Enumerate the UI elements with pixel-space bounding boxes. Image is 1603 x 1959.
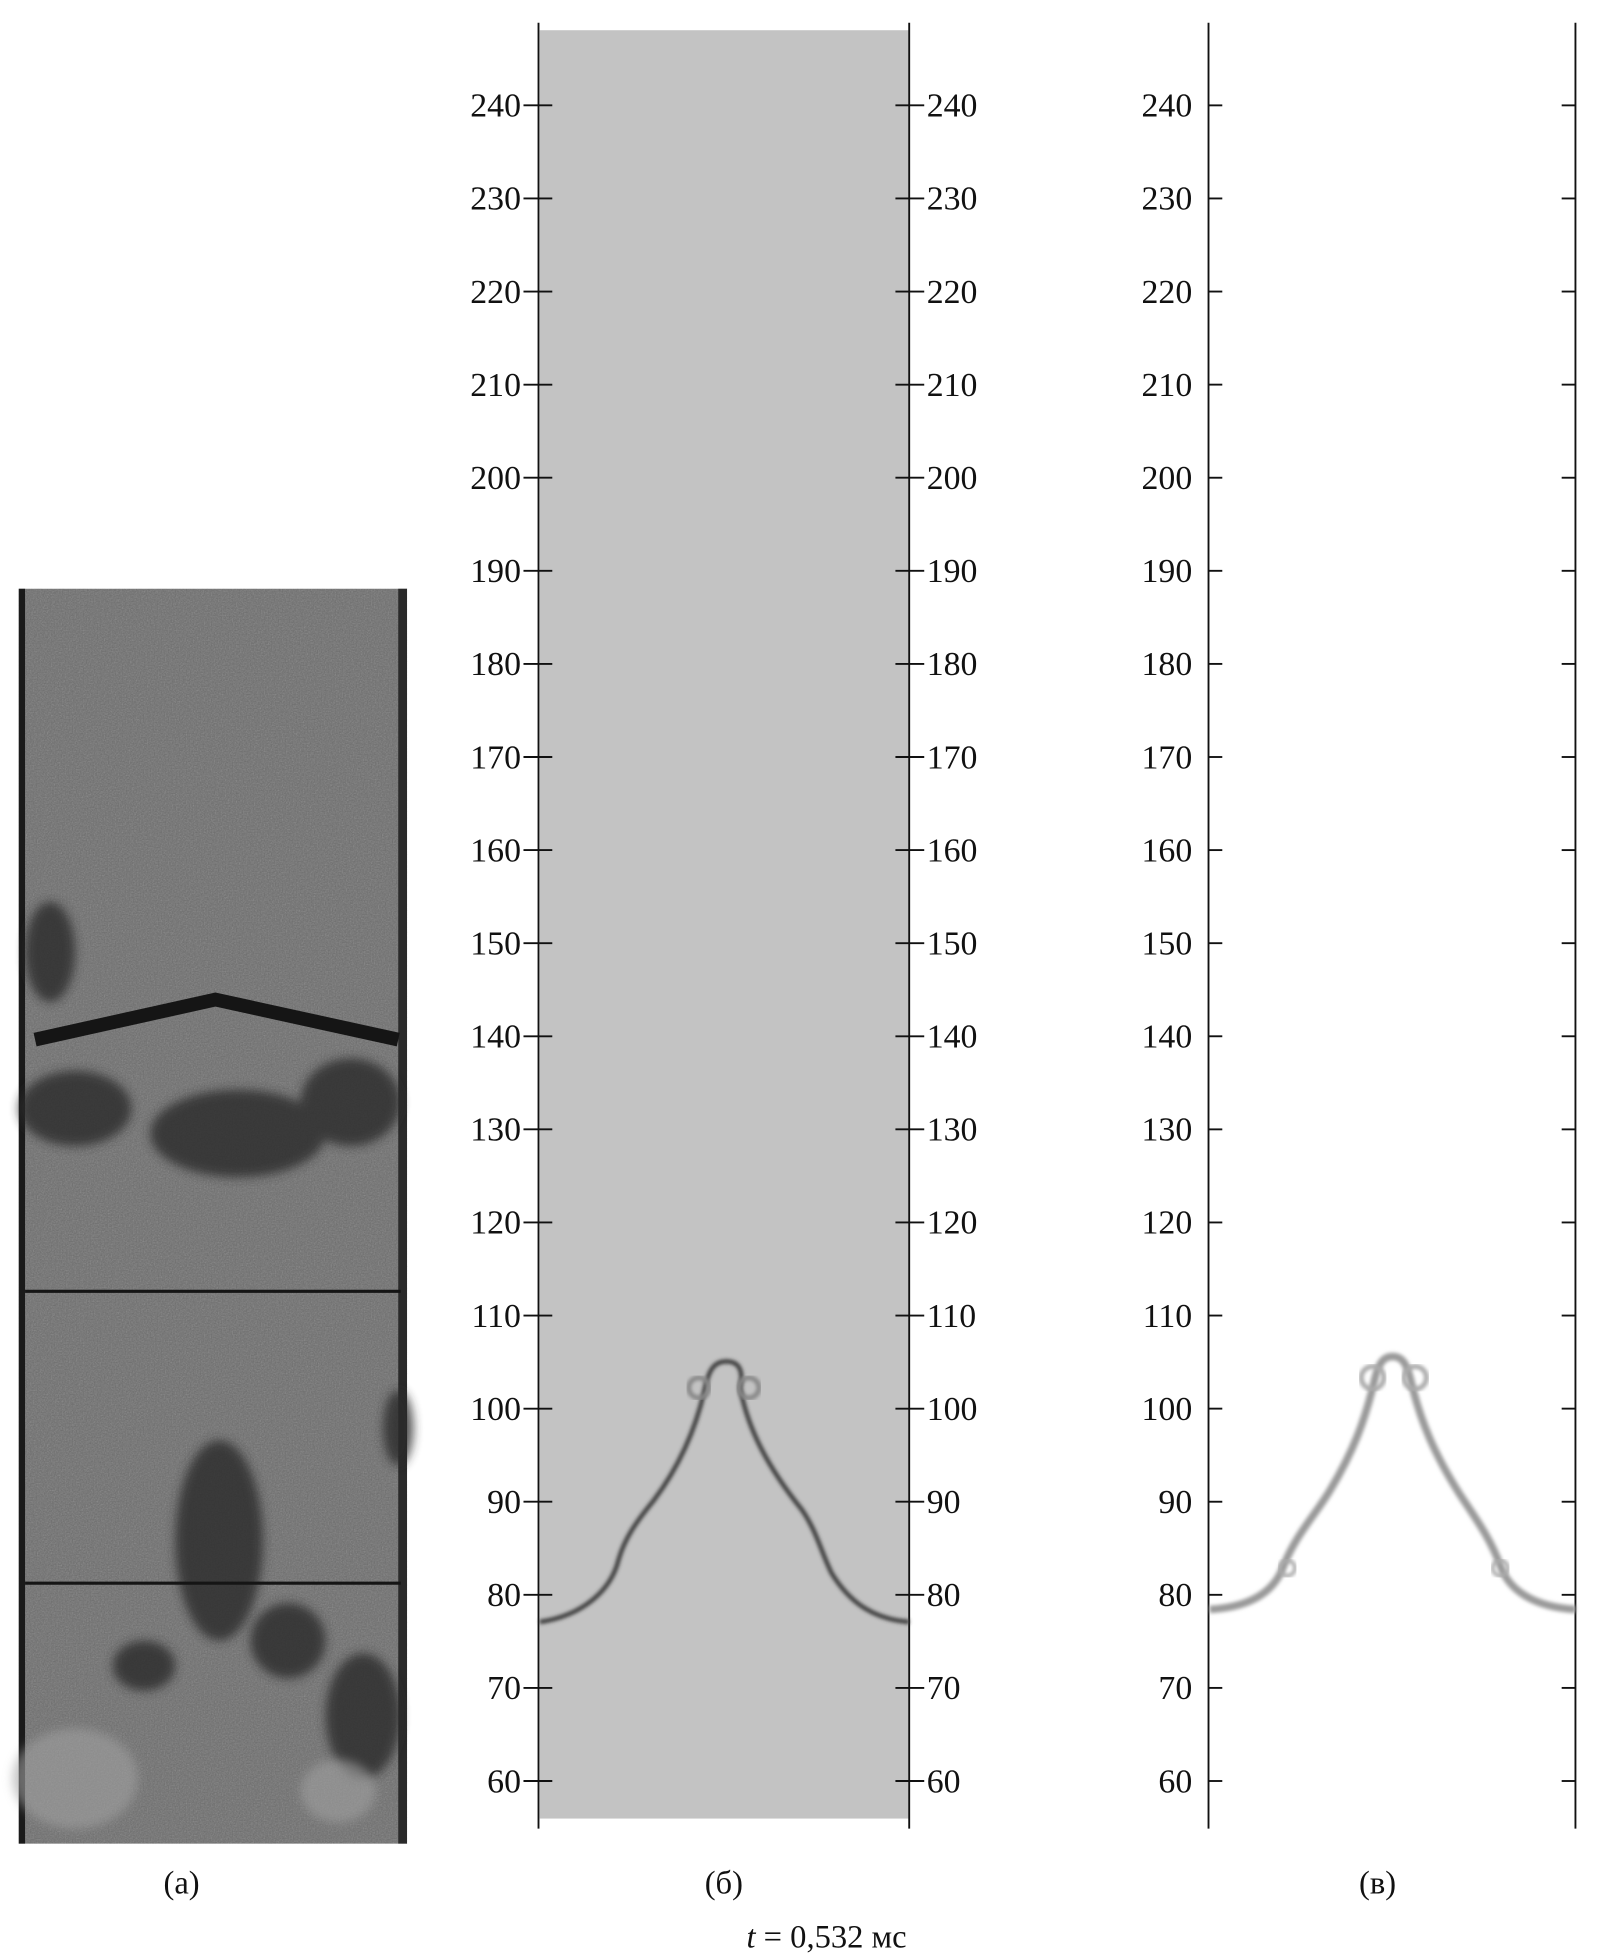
tick-label-left: 120 bbox=[470, 1205, 521, 1242]
time-caption: t = 0,532 мс bbox=[747, 1920, 907, 1956]
tick-label-left: 90 bbox=[487, 1484, 521, 1521]
tick-label-left: 110 bbox=[1143, 1298, 1192, 1335]
tick-label-left: 140 bbox=[470, 1019, 521, 1056]
time-value: = 0,532 мс bbox=[756, 1920, 907, 1956]
tick-label-right: 240 bbox=[927, 88, 978, 125]
tick-label-left: 220 bbox=[470, 274, 521, 311]
panel-b-simulation: 240 240 230 230 220 220 210 210 200 200 190 190 180 1… bbox=[470, 22, 978, 1829]
tick-label-right: 160 bbox=[927, 832, 978, 869]
time-symbol: t bbox=[747, 1920, 757, 1956]
tick-label-right: 70 bbox=[927, 1670, 961, 1707]
tick-label-right: 120 bbox=[927, 1205, 978, 1242]
tick-label-left: 160 bbox=[1142, 832, 1193, 869]
bubble-interface bbox=[1209, 1352, 1576, 1614]
shock-front bbox=[33, 992, 400, 1047]
tick-label-left: 70 bbox=[487, 1670, 521, 1707]
tick-label-left: 200 bbox=[470, 460, 521, 497]
tick-label-left: 180 bbox=[1142, 646, 1193, 683]
panel-c-label: (в) bbox=[1359, 1866, 1396, 1902]
tick-label-left: 80 bbox=[1158, 1577, 1192, 1614]
tick-label-right: 220 bbox=[927, 274, 978, 311]
vortex-right bbox=[1401, 1363, 1429, 1392]
tick-label-left: 240 bbox=[1142, 88, 1193, 125]
tick-label-right: 80 bbox=[927, 1577, 961, 1614]
tick-label-left: 210 bbox=[1142, 367, 1193, 404]
tick-label-left: 90 bbox=[1158, 1484, 1192, 1521]
tick-label-left: 190 bbox=[1142, 553, 1193, 590]
tick-label-right: 90 bbox=[927, 1484, 961, 1521]
tick-label-left: 180 bbox=[470, 646, 521, 683]
tick-label-right: 130 bbox=[927, 1112, 978, 1149]
tick-label-left: 100 bbox=[1142, 1391, 1193, 1428]
tick-label-left: 220 bbox=[1142, 274, 1193, 311]
tick-label-left: 230 bbox=[470, 181, 521, 218]
tick-label-right: 140 bbox=[927, 1019, 978, 1056]
tick-label-right: 100 bbox=[927, 1391, 978, 1428]
tick-label-left: 110 bbox=[472, 1298, 521, 1335]
tick-label-left: 80 bbox=[487, 1577, 521, 1614]
tick-label-left: 130 bbox=[470, 1112, 521, 1149]
tick-label-left: 200 bbox=[1142, 460, 1193, 497]
tick-label-right: 230 bbox=[927, 181, 978, 218]
panel-c-simulation: 240 230 220 210 200 190 180 170 160 150 140 130 120 1… bbox=[1142, 22, 1577, 1829]
tick-label-right: 180 bbox=[927, 646, 978, 683]
vortex-left bbox=[686, 1375, 712, 1401]
panel-b-label: (б) bbox=[705, 1866, 743, 1902]
tick-label-left: 150 bbox=[1142, 925, 1193, 962]
panel-a-label: (а) bbox=[164, 1866, 200, 1902]
tick-label-left: 190 bbox=[470, 553, 521, 590]
tick-label-left: 170 bbox=[470, 739, 521, 776]
tick-label-right: 190 bbox=[927, 553, 978, 590]
tick-label-right: 200 bbox=[927, 460, 978, 497]
tick-label-left: 140 bbox=[1142, 1019, 1193, 1056]
vortex-right bbox=[736, 1375, 762, 1401]
tick-label-left: 240 bbox=[470, 88, 521, 125]
tick-label-right: 110 bbox=[927, 1298, 976, 1335]
tick-label-left: 60 bbox=[1158, 1763, 1192, 1800]
tick-label-left: 160 bbox=[470, 832, 521, 869]
vortex-left bbox=[1358, 1363, 1387, 1392]
tick-label-right: 210 bbox=[927, 367, 978, 404]
tick-label-right: 60 bbox=[927, 1763, 961, 1800]
panel-a-photo bbox=[12, 588, 414, 1844]
tick-label-right: 150 bbox=[927, 925, 978, 962]
tick-label-left: 170 bbox=[1142, 739, 1193, 776]
tick-label-right: 170 bbox=[927, 739, 978, 776]
tick-label-left: 60 bbox=[487, 1763, 521, 1800]
tick-label-left: 230 bbox=[1142, 181, 1193, 218]
bubble-interface bbox=[539, 1359, 910, 1625]
tick-label-left: 120 bbox=[1142, 1205, 1193, 1242]
tick-label-left: 130 bbox=[1142, 1112, 1193, 1149]
tick-label-left: 150 bbox=[470, 925, 521, 962]
tick-label-left: 210 bbox=[470, 367, 521, 404]
tick-label-left: 70 bbox=[1158, 1670, 1192, 1707]
tick-label-left: 100 bbox=[470, 1391, 521, 1428]
